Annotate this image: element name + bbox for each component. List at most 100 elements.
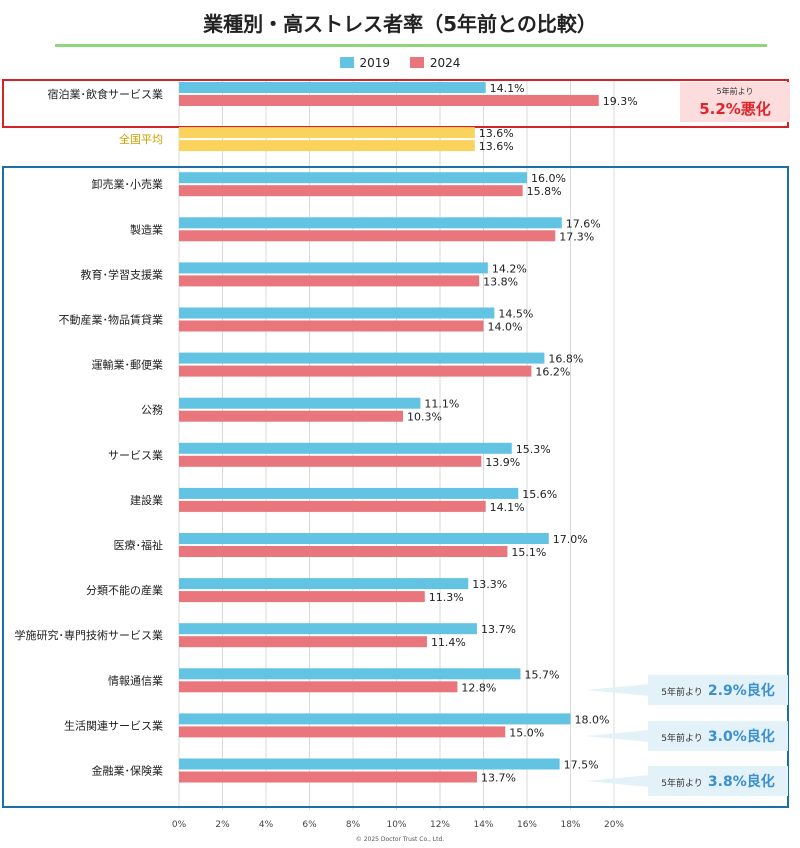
bar-2024	[179, 95, 599, 106]
data-label: 18.0%	[575, 713, 610, 726]
bar-2024	[179, 455, 482, 467]
data-label: 13.6%	[479, 140, 514, 153]
bar-2024	[179, 726, 506, 738]
bar-2019	[179, 172, 527, 184]
data-label: 11.3%	[429, 591, 464, 604]
bar-2024	[179, 546, 508, 557]
data-label: 15.6%	[522, 488, 557, 501]
chart-title: 業種別・高ストレス者率（5年前との比較）	[203, 12, 597, 36]
category-label: 宿泊業･飲食サービス業	[48, 87, 164, 101]
category-label: 製造業	[130, 222, 163, 236]
data-label: 13.9%	[485, 456, 520, 469]
data-label: 17.0%	[553, 533, 588, 546]
category-label: 公務	[141, 403, 163, 417]
data-label: 16.8%	[548, 353, 583, 366]
data-label: 13.3%	[472, 578, 507, 591]
data-label: 14.1%	[490, 82, 525, 95]
annotation-worse-big: 5.2%悪化	[699, 100, 771, 118]
annotation-better-2: 5年前より 3.0%良化	[648, 721, 788, 751]
category-label: 情報通信業	[108, 674, 163, 687]
bar-2024	[179, 230, 556, 242]
category-label: 不動産業･物品賃貸業	[59, 313, 164, 327]
x-tick-label: 0%	[172, 820, 187, 830]
data-label: 17.3%	[559, 230, 594, 243]
data-label: 12.8%	[461, 681, 496, 694]
x-tick-label: 16%	[517, 820, 537, 830]
annotation-better-3-small: 5年前より	[661, 779, 703, 789]
data-label: 11.4%	[431, 636, 466, 649]
x-tick-label: 20%	[604, 820, 624, 830]
annotation-worse-small: 5年前より	[716, 87, 754, 96]
bar-2019	[179, 262, 488, 274]
bar-2024	[179, 771, 477, 783]
bar-2024	[179, 140, 475, 152]
x-tick-label: 14%	[473, 820, 493, 830]
annotation-better-2-big: 3.0%良化	[707, 729, 775, 745]
x-tick-label: 10%	[386, 820, 406, 830]
data-label: 16.2%	[535, 366, 570, 379]
data-label: 15.1%	[511, 546, 546, 559]
bar-2024	[179, 275, 480, 287]
annotation-better-3-big: 3.8%良化	[707, 774, 775, 790]
legend-swatch-2019	[339, 57, 354, 68]
category-label: 金融業･保険業	[92, 764, 164, 778]
data-label: 14.1%	[490, 501, 525, 514]
data-label: 19.3%	[603, 95, 638, 108]
category-label: 教育･学習支援業	[81, 267, 164, 281]
x-tick-label: 2%	[215, 820, 230, 830]
bar-2024	[179, 681, 458, 693]
bar-2024	[179, 410, 404, 422]
bar-2019	[179, 127, 475, 139]
legend: 2019 2024	[0, 56, 800, 70]
annotation-better-2-small: 5年前より	[661, 734, 703, 744]
category-label: 建設業	[130, 493, 163, 507]
category-label: 全国平均	[119, 132, 163, 146]
data-label: 16.0%	[531, 172, 566, 185]
bar-2024	[179, 365, 532, 377]
bar-2024	[179, 500, 486, 512]
legend-swatch-2024	[409, 57, 424, 68]
x-tick-label: 8%	[346, 820, 361, 830]
annotation-better-3: 5年前より 3.8%良化	[648, 766, 788, 796]
category-label: 生活関連サービス業	[64, 718, 163, 732]
annotation-worse: 5年前より 5.2%悪化	[680, 82, 790, 122]
bar-2019	[179, 623, 477, 635]
group-box-industries	[2, 166, 789, 808]
bar-2024	[179, 320, 484, 332]
legend-label-2024: 2024	[429, 56, 461, 70]
data-label: 13.7%	[481, 623, 516, 636]
annotation-pointer	[586, 730, 650, 742]
bar-2024	[179, 591, 425, 603]
annotation-pointer	[586, 684, 650, 696]
bar-2019	[179, 82, 486, 93]
data-label: 17.5%	[564, 759, 599, 772]
legend-item-2019: 2019	[339, 56, 390, 70]
annotation-better-1-small: 5年前より	[661, 688, 703, 698]
data-label: 14.2%	[492, 262, 527, 275]
category-label: 医療･福祉	[114, 538, 164, 552]
x-tick-label: 6%	[302, 820, 317, 830]
category-label: 卸売業･小売業	[92, 177, 164, 191]
category-label: 学施研究･専門技術サービス業	[15, 628, 164, 642]
x-tick-label: 18%	[560, 820, 580, 830]
data-label: 13.8%	[483, 275, 518, 288]
data-label: 13.7%	[481, 772, 516, 785]
bar-2019	[179, 442, 512, 454]
bar-2019	[179, 352, 545, 364]
bar-2019	[179, 578, 469, 590]
bar-2019	[179, 533, 549, 544]
x-tick-label: 12%	[430, 820, 450, 830]
data-label: 15.7%	[524, 668, 559, 681]
title-underline	[55, 44, 767, 47]
bar-2019	[179, 487, 519, 499]
category-label: 運輸業･郵便業	[92, 358, 164, 372]
data-label: 14.5%	[498, 308, 533, 321]
bar-2024	[179, 636, 427, 648]
category-label: サービス業	[108, 449, 163, 462]
data-label: 11.1%	[424, 398, 459, 411]
data-label: 15.3%	[516, 443, 551, 456]
bar-2019	[179, 217, 562, 229]
bar-2024	[179, 185, 523, 197]
data-label: 14.0%	[488, 321, 523, 334]
